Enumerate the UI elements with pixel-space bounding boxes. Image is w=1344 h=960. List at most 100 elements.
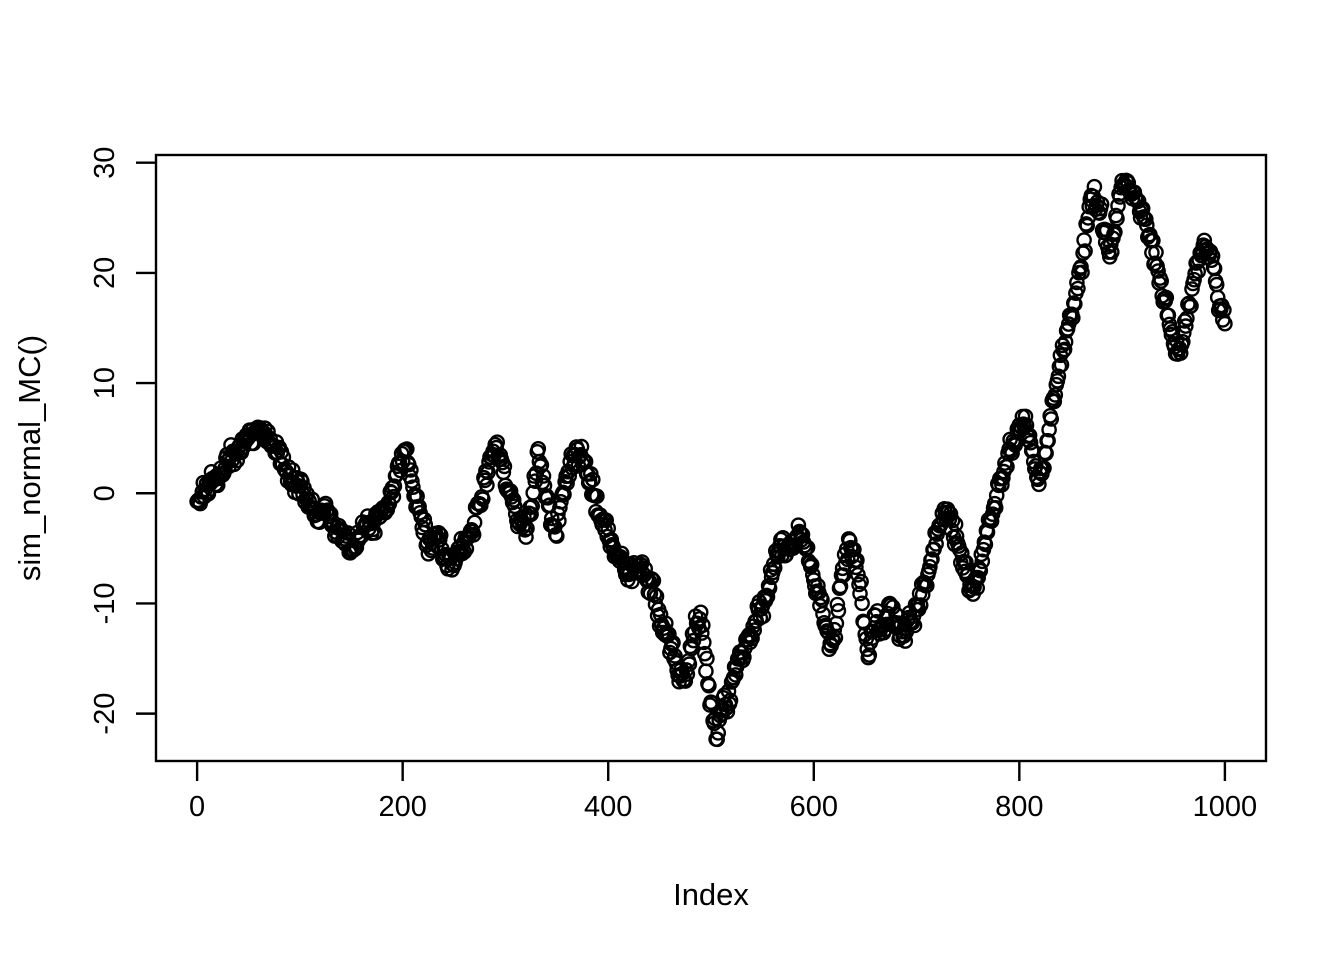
data-point-circle	[518, 529, 534, 545]
data-point-circle	[613, 545, 630, 562]
data-point-circle	[1178, 318, 1194, 334]
data-point-circle	[944, 512, 961, 529]
data-point-circle	[417, 516, 434, 533]
y-tick-label: 20	[89, 257, 121, 289]
data-point-circle	[725, 669, 742, 686]
data-point-circle	[661, 626, 677, 642]
data-point-circle	[736, 649, 752, 666]
data-point-circle	[897, 633, 914, 649]
x-tick-label: 400	[584, 791, 632, 823]
data-point-circle	[1175, 333, 1191, 350]
data-point-circle	[322, 505, 339, 522]
data-point-circle	[409, 488, 425, 505]
scatter-points	[189, 172, 1233, 748]
data-point-circle	[1016, 419, 1033, 435]
data-point-circle	[912, 597, 929, 613]
data-point-circle	[885, 599, 901, 615]
data-point-circle	[403, 462, 419, 478]
data-point-circle	[1147, 255, 1163, 272]
data-point-circle	[502, 483, 519, 499]
data-point-circle	[458, 541, 475, 557]
data-point-circle	[304, 491, 321, 508]
data-point-circle	[1176, 325, 1192, 341]
data-point-circle	[790, 517, 807, 534]
data-point-circle	[851, 576, 867, 593]
data-point-circle	[1077, 243, 1093, 259]
data-point-circle	[722, 692, 739, 709]
data-point-circle	[1184, 281, 1200, 297]
data-point-circle	[699, 650, 715, 667]
data-point-circle	[533, 457, 550, 473]
data-point-circle	[972, 562, 989, 579]
data-point-circle	[367, 525, 383, 541]
data-point-circle	[535, 468, 552, 484]
data-point-circle	[696, 634, 712, 651]
data-point-circle	[1031, 476, 1047, 493]
data-point-circle	[842, 532, 858, 549]
y-tick-label: -20	[89, 693, 121, 735]
data-point-circle	[904, 615, 921, 631]
data-point-circle	[377, 504, 394, 521]
data-point-circle	[803, 556, 820, 573]
data-point-circle	[1130, 193, 1147, 209]
data-point-circle	[694, 625, 710, 641]
data-point-circle	[681, 656, 698, 672]
data-point-circle	[667, 648, 683, 664]
data-point-circle	[1036, 460, 1052, 476]
y-tick-label: 10	[89, 367, 121, 399]
data-point-circle	[1139, 217, 1155, 233]
data-point-circle	[1110, 197, 1126, 214]
data-point-circle	[761, 580, 778, 596]
data-point-circle	[1067, 296, 1083, 312]
y-tick-label: 30	[89, 147, 121, 179]
data-point-circle	[598, 512, 615, 529]
data-point-circle	[1217, 315, 1233, 332]
data-point-circle	[695, 617, 711, 634]
data-point-circle	[919, 577, 935, 594]
data-point-circle	[830, 603, 847, 619]
data-point-circle	[1183, 298, 1199, 314]
data-point-circle	[1074, 264, 1090, 281]
data-point-circle	[466, 514, 483, 531]
data-point-circle	[1162, 321, 1179, 337]
data-point-circle	[794, 526, 811, 543]
data-point-circle	[683, 640, 700, 657]
data-point-circle	[430, 525, 447, 541]
y-tick-label: 0	[89, 485, 121, 501]
data-point-circle	[677, 673, 694, 689]
y-tick-label: -10	[89, 582, 121, 624]
data-point-circle	[853, 573, 869, 590]
data-point-circle	[405, 479, 421, 496]
data-point-circle	[523, 506, 539, 523]
data-point-circle	[928, 536, 944, 552]
x-axis-ticks: 0 200 400 600 800 1000	[189, 761, 1257, 823]
data-point-circle	[506, 498, 523, 515]
data-point-circle	[474, 491, 491, 507]
data-point-circle	[848, 559, 864, 576]
y-axis-title: sim_normal_MC()	[12, 335, 47, 581]
data-point-circle	[1040, 432, 1056, 449]
data-point-circle	[698, 663, 714, 680]
x-tick-label: 600	[790, 791, 838, 823]
data-point-circle	[553, 493, 569, 510]
data-point-circle	[974, 553, 991, 570]
data-point-circle	[496, 458, 513, 475]
data-point-circle	[829, 596, 846, 613]
data-point-circle	[1076, 232, 1092, 248]
data-point-circle	[849, 552, 865, 569]
data-point-circle	[1021, 427, 1038, 444]
data-point-circle	[549, 528, 565, 544]
data-point-circle	[922, 559, 938, 575]
data-point-circle	[1070, 280, 1086, 297]
data-point-circle	[1046, 393, 1063, 410]
data-point-circle	[709, 731, 726, 748]
data-point-circle	[924, 551, 940, 567]
x-tick-label: 1000	[1193, 791, 1258, 823]
x-tick-label: 200	[378, 791, 426, 823]
data-point-circle	[385, 488, 402, 505]
data-point-circle	[854, 595, 870, 612]
x-tick-label: 800	[995, 791, 1043, 823]
data-point-circle	[825, 632, 842, 649]
plot-border	[154, 153, 1268, 763]
data-point-circle	[940, 504, 957, 520]
